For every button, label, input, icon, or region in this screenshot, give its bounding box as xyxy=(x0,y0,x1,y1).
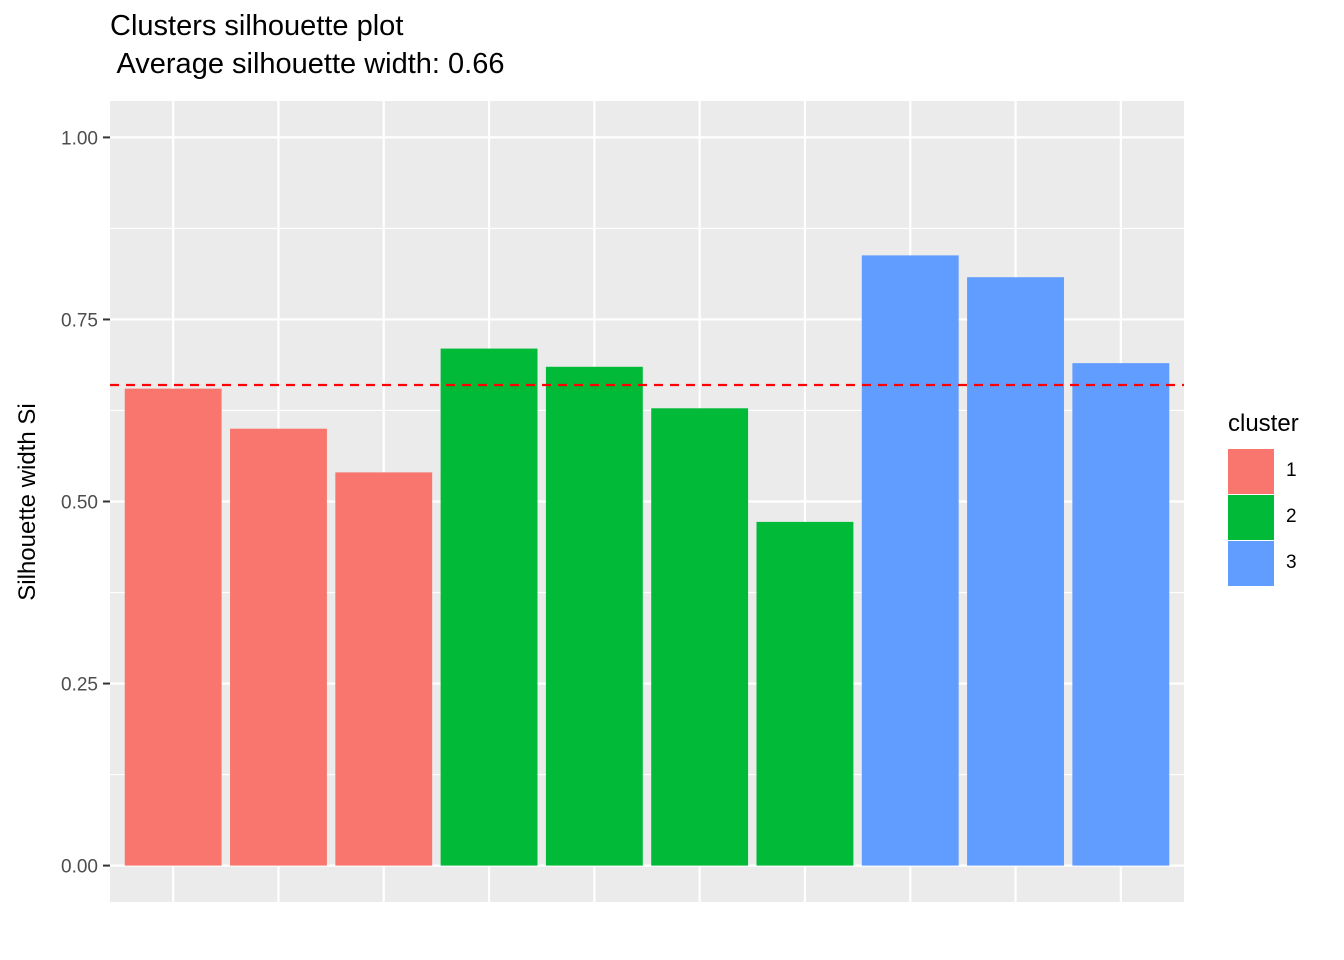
bar-cluster-3 xyxy=(1072,363,1170,866)
bar-cluster-2 xyxy=(440,348,538,866)
chart-subtitle: Average silhouette width: 0.66 xyxy=(110,48,505,80)
y-tick-label: 0.25 xyxy=(61,675,98,696)
y-tick-label: 0.75 xyxy=(61,310,98,331)
chart-title: Clusters silhouette plot xyxy=(110,10,404,42)
bar-cluster-3 xyxy=(967,277,1064,866)
bar-cluster-2 xyxy=(651,408,749,866)
legend-item-cluster-2: 2 xyxy=(1228,494,1299,540)
bar-cluster-1 xyxy=(230,428,327,866)
legend-item-cluster-3: 3 xyxy=(1228,540,1299,586)
bar-cluster-1 xyxy=(335,472,433,866)
bar-cluster-3 xyxy=(861,255,959,866)
bar-cluster-2 xyxy=(756,521,854,866)
legend-key-cluster-3 xyxy=(1228,540,1274,586)
y-tick-label: 0.50 xyxy=(61,493,98,514)
legend-label-cluster-2: 2 xyxy=(1286,506,1297,527)
legend: cluster 1 2 3 xyxy=(1228,410,1299,586)
legend-label-cluster-1: 1 xyxy=(1286,460,1297,481)
legend-key-cluster-2 xyxy=(1228,494,1274,540)
legend-item-cluster-1: 1 xyxy=(1228,448,1299,494)
legend-title: cluster xyxy=(1228,410,1299,437)
bar-cluster-1 xyxy=(124,388,222,866)
legend-key-cluster-1 xyxy=(1228,448,1274,494)
bar-cluster-2 xyxy=(545,366,643,866)
y-tick-label: 0.00 xyxy=(61,857,98,878)
y-tick-label: 1.00 xyxy=(61,128,98,149)
legend-label-cluster-3: 3 xyxy=(1286,552,1297,573)
